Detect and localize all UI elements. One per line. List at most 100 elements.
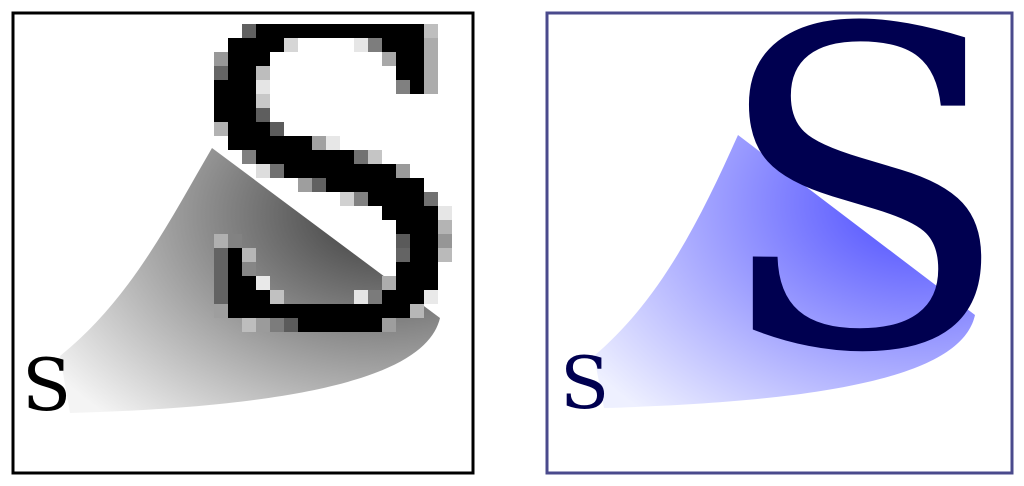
raster-pixel	[256, 24, 270, 38]
raster-pixel	[368, 318, 382, 332]
vector-panel: S S	[545, 0, 1014, 475]
raster-pixel	[312, 304, 326, 318]
raster-pixel	[228, 66, 242, 80]
raster-pixel	[410, 24, 424, 38]
raster-pixel	[424, 52, 438, 66]
raster-pixel	[396, 192, 410, 206]
raster-pixel	[270, 122, 284, 136]
raster-pixel	[256, 52, 270, 66]
raster-pixel	[312, 318, 326, 332]
raster-pixel	[368, 150, 382, 164]
raster-pixel	[438, 234, 452, 248]
raster-pixel	[354, 150, 368, 164]
raster-pixel	[312, 136, 326, 150]
raster-pixel	[354, 318, 368, 332]
raster-pixel	[284, 38, 298, 52]
raster-pixel	[298, 136, 312, 150]
raster-pixel	[242, 150, 256, 164]
vector-magnification-ray	[594, 135, 975, 408]
raster-pixel	[438, 220, 452, 234]
raster-pixel	[424, 290, 438, 304]
raster-pixel	[368, 24, 382, 38]
raster-pixel	[312, 178, 326, 192]
raster-pixel	[228, 52, 242, 66]
raster-pixel	[312, 164, 326, 178]
raster-pixel	[396, 24, 410, 38]
raster-pixel	[228, 276, 242, 290]
raster-pixel	[256, 94, 270, 108]
raster-pixel	[242, 94, 256, 108]
raster-pixel	[242, 136, 256, 150]
raster-pixel	[242, 108, 256, 122]
raster-pixel	[326, 304, 340, 318]
raster-pixel	[424, 24, 438, 38]
raster-pixel	[396, 164, 410, 178]
raster-pixel	[270, 304, 284, 318]
raster-pixel	[368, 304, 382, 318]
raster-pixel	[214, 66, 228, 80]
raster-pixel	[396, 290, 410, 304]
raster-pixel	[410, 234, 424, 248]
raster-pixel	[410, 304, 424, 318]
raster-pixel	[396, 38, 410, 52]
raster-pixel	[256, 304, 270, 318]
raster-pixel	[284, 164, 298, 178]
raster-pixel	[382, 164, 396, 178]
raster-pixel	[382, 206, 396, 220]
raster-pixel	[382, 38, 396, 52]
raster-pixel	[438, 248, 452, 262]
raster-pixel	[382, 276, 396, 290]
raster-pixel	[214, 80, 228, 94]
raster-pixel	[382, 318, 396, 332]
raster-pixel	[424, 206, 438, 220]
raster-pixel	[382, 24, 396, 38]
raster-pixel	[214, 234, 228, 248]
raster-pixel	[326, 164, 340, 178]
raster-pixel	[256, 80, 270, 94]
raster-pixel	[298, 24, 312, 38]
raster-pixel	[242, 52, 256, 66]
raster-pixel	[256, 136, 270, 150]
raster-pixel	[340, 164, 354, 178]
raster-pixel	[382, 304, 396, 318]
raster-pixel	[256, 318, 270, 332]
raster-pixel	[242, 318, 256, 332]
raster-pixel	[242, 276, 256, 290]
raster-pixel	[410, 192, 424, 206]
raster-pixel	[340, 24, 354, 38]
raster-pixel	[270, 38, 284, 52]
raster-pixel	[242, 122, 256, 136]
raster-pixel	[340, 304, 354, 318]
raster-pixel	[396, 206, 410, 220]
raster-pixel	[312, 150, 326, 164]
raster-pixel	[396, 80, 410, 94]
raster-pixel	[270, 164, 284, 178]
raster-pixel	[382, 192, 396, 206]
raster-pixel	[396, 178, 410, 192]
raster-pixel	[424, 80, 438, 94]
raster-pixel	[396, 262, 410, 276]
raster-pixel	[410, 290, 424, 304]
raster-pixel	[424, 192, 438, 206]
raster-pixel	[228, 108, 242, 122]
raster-pixel	[354, 304, 368, 318]
raster-pixel	[396, 248, 410, 262]
raster-pixel	[284, 136, 298, 150]
raster-pixel	[256, 276, 270, 290]
raster-pixel	[396, 276, 410, 290]
raster-pixel	[228, 136, 242, 150]
raster-pixel	[270, 318, 284, 332]
raster-pixel	[354, 164, 368, 178]
raster-pixel	[410, 206, 424, 220]
raster-pixel	[424, 220, 438, 234]
raster-pixel	[228, 290, 242, 304]
raster-pixel	[340, 150, 354, 164]
vector-small-letter: S	[560, 341, 609, 425]
raster-pixel	[354, 178, 368, 192]
raster-pixel	[256, 108, 270, 122]
raster-pixel	[354, 24, 368, 38]
raster-pixel	[424, 234, 438, 248]
raster-pixel	[284, 304, 298, 318]
raster-pixel	[424, 38, 438, 52]
raster-pixel	[256, 290, 270, 304]
